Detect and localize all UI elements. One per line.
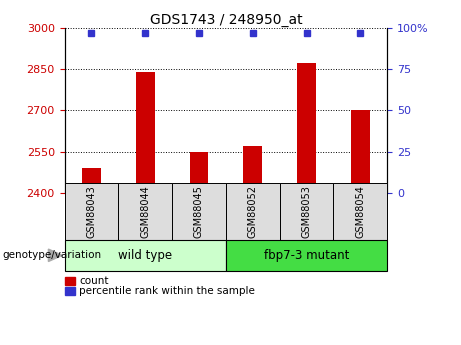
Bar [351, 110, 370, 193]
Text: genotype/variation: genotype/variation [2, 250, 101, 260]
Text: percentile rank within the sample: percentile rank within the sample [79, 286, 255, 296]
Bar [189, 152, 208, 193]
Text: fbp7-3 mutant: fbp7-3 mutant [264, 249, 349, 262]
Bar [136, 72, 154, 193]
Text: GSM88045: GSM88045 [194, 185, 204, 238]
Text: GSM88044: GSM88044 [140, 185, 150, 238]
Text: GSM88043: GSM88043 [86, 185, 96, 238]
Text: wild type: wild type [118, 249, 172, 262]
Title: GDS1743 / 248950_at: GDS1743 / 248950_at [149, 12, 302, 27]
Text: GSM88052: GSM88052 [248, 185, 258, 238]
Text: GSM88054: GSM88054 [355, 185, 366, 238]
Text: GSM88053: GSM88053 [301, 185, 312, 238]
Polygon shape [48, 249, 62, 262]
Bar [297, 63, 316, 193]
Text: count: count [79, 276, 109, 286]
Bar [82, 168, 101, 193]
Bar [243, 146, 262, 193]
